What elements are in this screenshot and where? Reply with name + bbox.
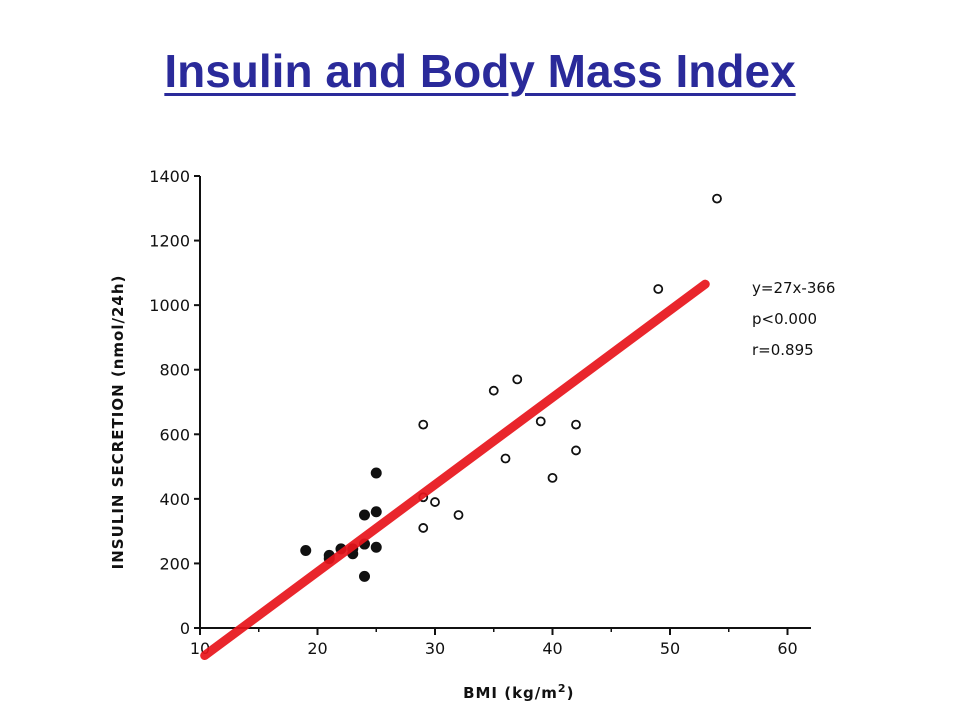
chart-points: [300, 193, 722, 582]
data-point-open: [430, 497, 440, 507]
chart-annotations: y=27x-366 p<0.000 r=0.895: [752, 279, 835, 359]
y-tick-label: 1200: [149, 232, 190, 251]
y-axis-label: INSULIN SECRETION (nmol/24h): [109, 275, 127, 570]
y-tick-label: 800: [159, 361, 190, 380]
x-tick-label: 40: [542, 639, 562, 658]
slide-title: Insulin and Body Mass Index: [164, 45, 796, 97]
data-point-open: [547, 472, 558, 483]
x-axis-label-close: ): [567, 684, 575, 702]
x-axis-label-main: BMI (kg/m: [463, 684, 558, 702]
x-tick-label: 50: [660, 639, 680, 658]
data-point-open: [453, 510, 464, 520]
y-tick-label: 1000: [149, 296, 190, 315]
data-point-open: [535, 416, 546, 427]
data-point-filled: [359, 509, 370, 521]
y-tick-label: 600: [159, 425, 190, 444]
data-point-filled: [370, 506, 382, 518]
data-point-filled: [370, 467, 382, 479]
x-tick-label: 20: [307, 639, 327, 658]
data-point-open: [571, 419, 581, 430]
data-point-open: [500, 453, 511, 464]
annotation-0: y=27x-366: [752, 279, 835, 297]
x-tick-label: 30: [425, 639, 445, 658]
y-tick-label: 1400: [149, 167, 190, 186]
y-tick-label: 400: [159, 490, 190, 509]
fit-line: [200, 279, 710, 661]
data-point-filled: [300, 545, 312, 557]
data-point-open: [571, 445, 581, 456]
annotation-2: r=0.895: [752, 341, 814, 359]
data-point-open: [512, 374, 523, 385]
data-point-filled: [370, 541, 382, 553]
x-tick-label: 60: [777, 639, 797, 658]
data-point-open: [418, 419, 429, 430]
chart-fit-line: [200, 279, 710, 661]
x-axis-label-sup: 2: [558, 682, 567, 695]
data-point-open: [418, 523, 429, 533]
data-point-open: [653, 284, 664, 294]
y-tick-label: 0: [180, 619, 190, 638]
data-point-open: [488, 385, 499, 396]
x-axis-label: BMI (kg/m2): [463, 682, 574, 703]
data-point-open: [712, 193, 722, 204]
y-tick-label: 200: [159, 554, 190, 573]
data-point-filled: [359, 570, 370, 582]
annotation-1: p<0.000: [752, 310, 817, 328]
